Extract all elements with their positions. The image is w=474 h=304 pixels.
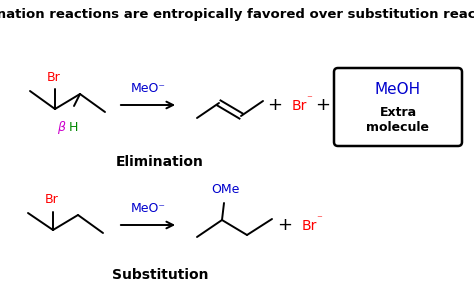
Text: Br: Br — [47, 71, 61, 84]
Text: Br: Br — [302, 219, 318, 233]
Text: MeO⁻: MeO⁻ — [130, 202, 165, 215]
Text: Br: Br — [292, 99, 307, 113]
Text: H: H — [69, 121, 78, 134]
Text: MeOH: MeOH — [375, 82, 421, 98]
Text: MeO⁻: MeO⁻ — [130, 82, 165, 95]
Text: ⁻: ⁻ — [316, 214, 322, 224]
Text: +: + — [277, 216, 292, 234]
Text: Elimination reactions are entropically favored over substitution reactions: Elimination reactions are entropically f… — [0, 8, 474, 21]
Text: +: + — [267, 96, 283, 114]
Text: β: β — [57, 121, 65, 134]
FancyBboxPatch shape — [334, 68, 462, 146]
Text: Elimination: Elimination — [116, 155, 204, 169]
Text: Substitution: Substitution — [112, 268, 208, 282]
Text: Extra
molecule: Extra molecule — [366, 106, 429, 134]
Text: +: + — [316, 96, 330, 114]
Text: Br: Br — [45, 193, 59, 206]
Text: ⁻: ⁻ — [306, 94, 312, 104]
Text: OMe: OMe — [211, 183, 239, 196]
